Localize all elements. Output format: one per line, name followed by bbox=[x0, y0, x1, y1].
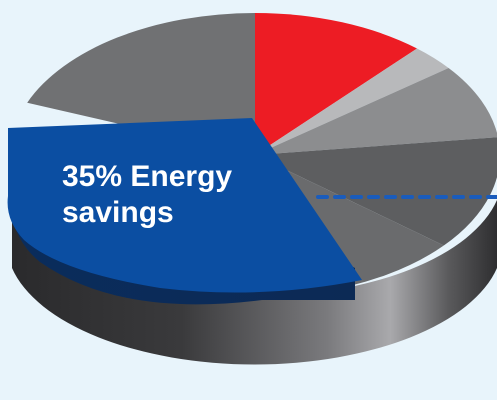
pie-side bbox=[12, 200, 497, 365]
pie-slice-2 bbox=[255, 48, 449, 156]
pie-slice-3 bbox=[255, 67, 497, 155]
highlight-slice-top bbox=[7, 118, 362, 293]
pie-slice-7 bbox=[27, 13, 256, 155]
pie-slice-1 bbox=[255, 13, 418, 155]
annotation-label-line1: 35% Energy bbox=[62, 160, 232, 193]
pie-slice-4 bbox=[255, 137, 497, 246]
pie-side-wall bbox=[12, 200, 497, 365]
annotation-label-line2: savings bbox=[62, 196, 174, 229]
highlight-slice-group bbox=[7, 118, 362, 305]
